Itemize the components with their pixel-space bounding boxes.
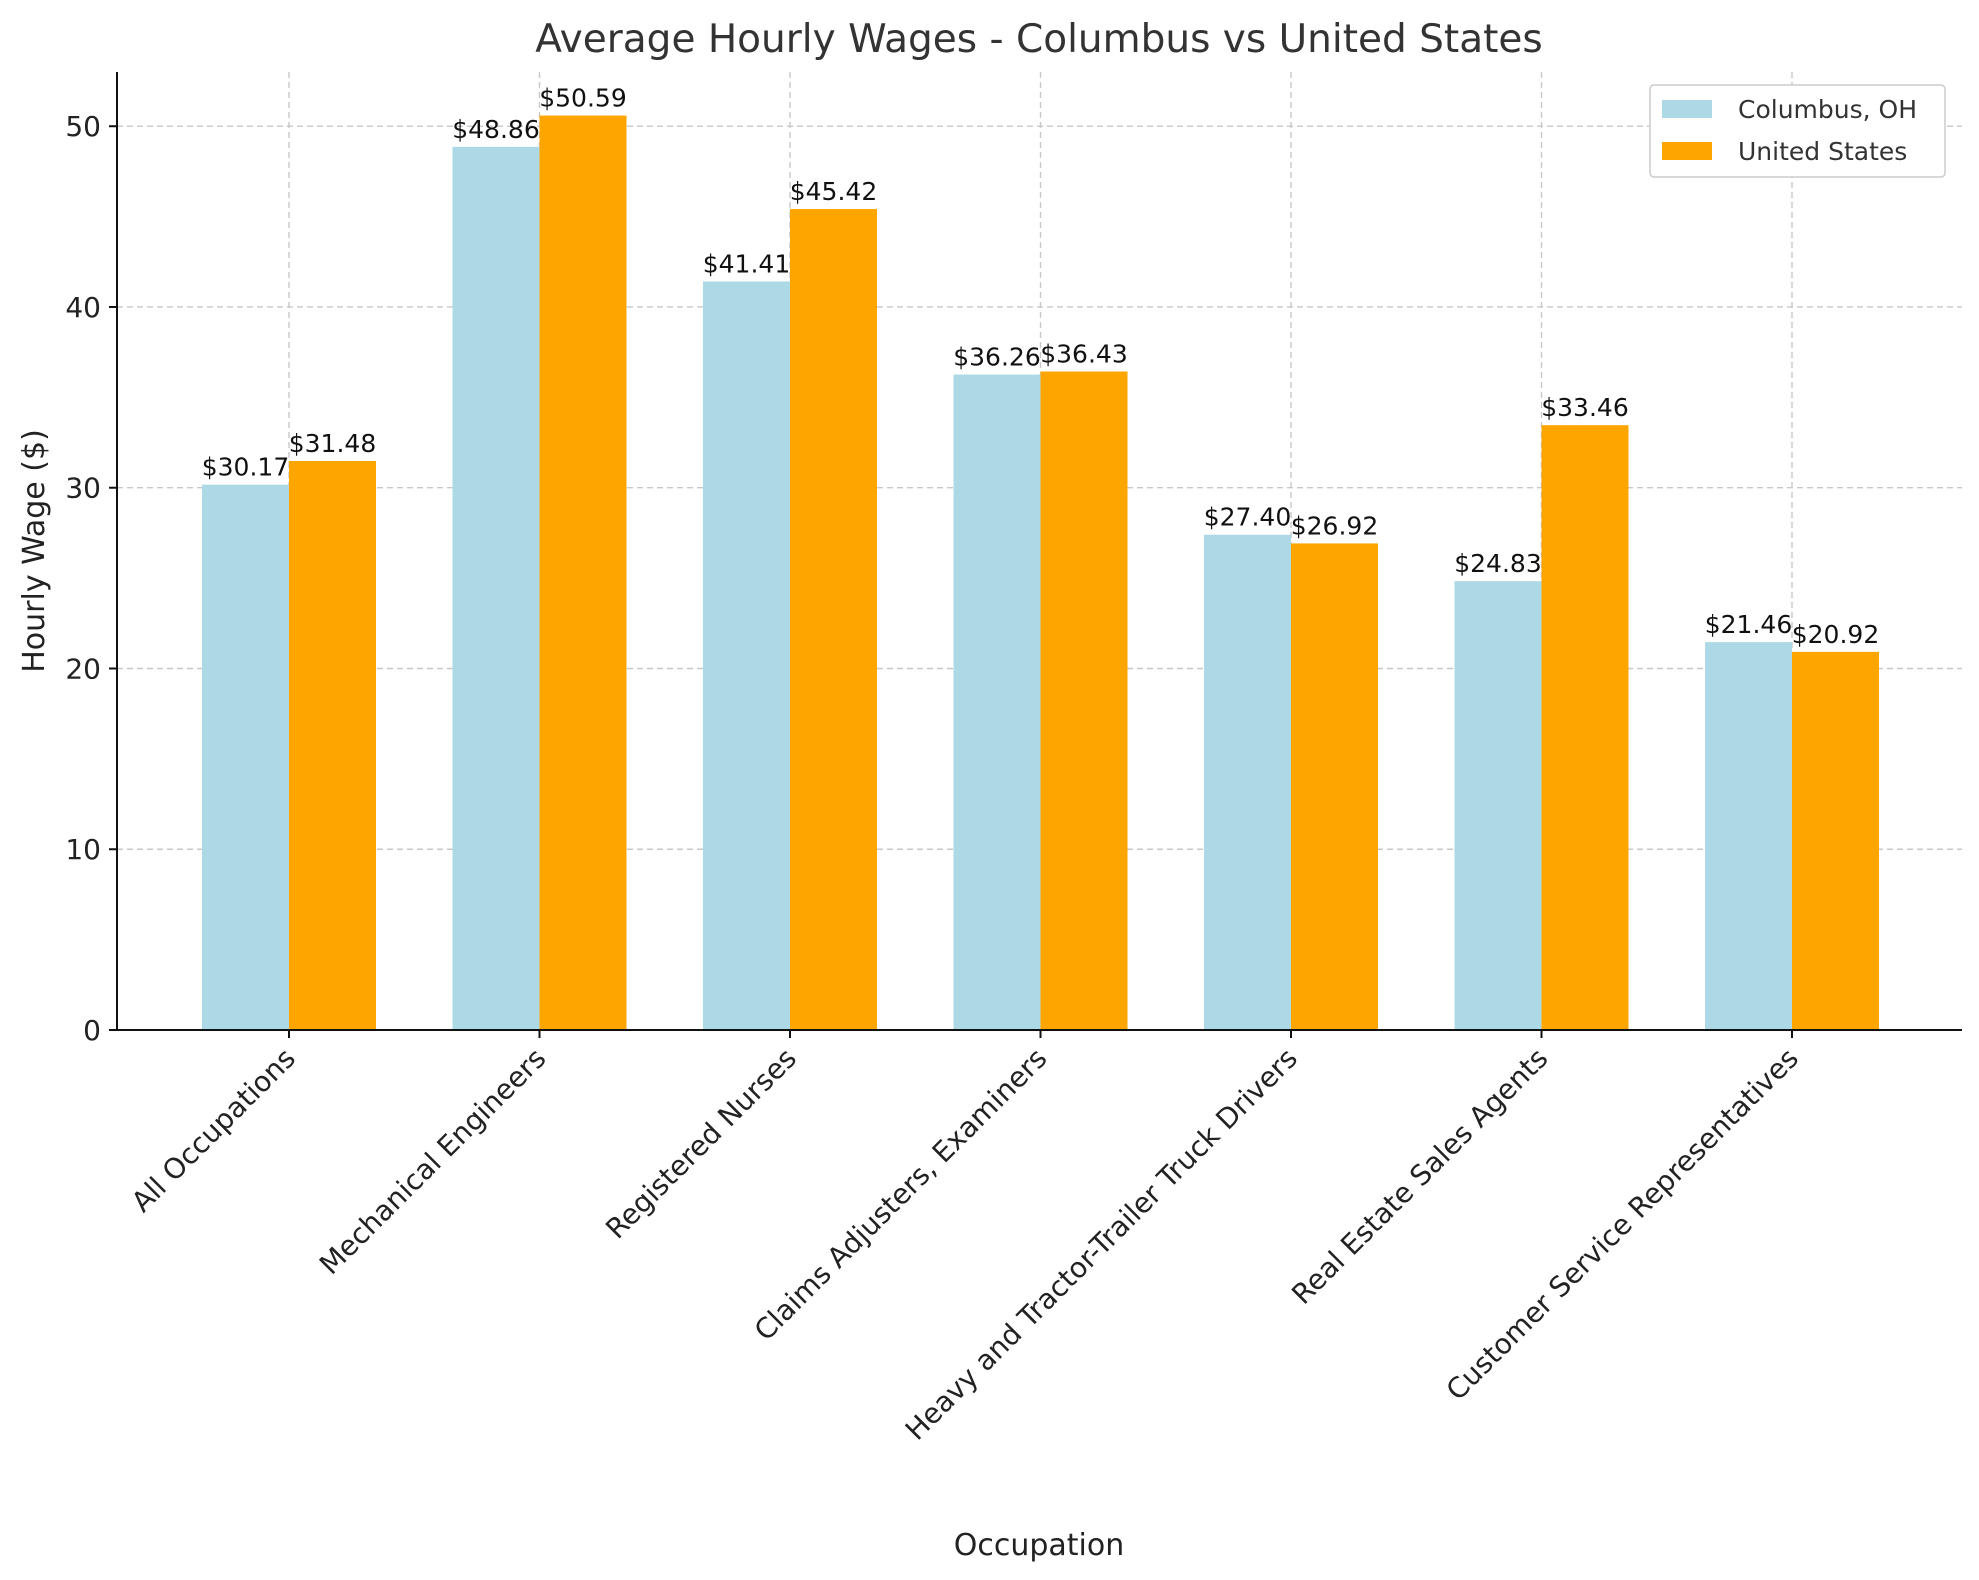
bar-united-states	[790, 209, 877, 1030]
value-label-united-states: $36.43	[1040, 340, 1127, 369]
value-label-columbus: $41.41	[703, 249, 790, 278]
bar-united-states	[1040, 371, 1128, 1030]
bars	[202, 115, 1879, 1031]
bar-columbus	[1705, 642, 1792, 1030]
x-axis-label: Occupation	[954, 1528, 1125, 1563]
y-tick-label: 50	[65, 110, 101, 143]
value-label-united-states: $31.48	[289, 429, 376, 458]
legend-swatch-columbus	[1662, 100, 1712, 118]
x-ticks: All Occupations Mechanical Engineers Regis…	[125, 1030, 1805, 1447]
y-tick-label: 30	[65, 472, 101, 505]
y-axis-label: Hourly Wage ($)	[17, 429, 52, 673]
x-tick-label: Registered Nurses	[599, 1042, 803, 1246]
x-tick-label: All Occupations	[125, 1042, 302, 1219]
x-tick-label: Real Estate Sales Agents	[1285, 1042, 1554, 1311]
bar-columbus	[953, 374, 1041, 1031]
value-label-columbus: $21.46	[1705, 610, 1792, 639]
legend-label-columbus: Columbus, OH	[1738, 95, 1917, 124]
value-label-columbus: $48.86	[452, 115, 539, 144]
bar-columbus	[452, 146, 540, 1030]
bar-columbus	[202, 484, 289, 1030]
x-tick-label: Claims Adjusters, Examiners	[748, 1042, 1054, 1348]
y-tick-label: 20	[65, 652, 101, 685]
chart-title: Average Hourly Wages - Columbus vs Unite…	[535, 17, 1542, 62]
bar-united-states	[289, 460, 376, 1031]
legend-label-united-states: United States	[1738, 137, 1907, 166]
x-tick-label: Heavy and Tractor-Trailer Truck Drivers	[899, 1042, 1304, 1447]
bar-columbus	[703, 281, 790, 1030]
value-label-united-states: $50.59	[539, 84, 626, 113]
legend: Columbus, OH United States	[1649, 84, 1946, 178]
bar-united-states	[1291, 543, 1378, 1030]
value-label-columbus: $30.17	[202, 453, 289, 482]
y-tick-label: 40	[65, 291, 101, 324]
bar-united-states	[539, 115, 627, 1030]
bar-united-states	[1541, 425, 1629, 1030]
bar-columbus	[1204, 534, 1291, 1030]
value-label-columbus: $24.83	[1454, 549, 1541, 578]
legend-swatch-united-states	[1662, 142, 1712, 160]
value-label-united-states: $26.92	[1291, 511, 1378, 540]
value-label-united-states: $33.46	[1541, 393, 1628, 422]
y-ticks: 0 10 20 30 40 50	[65, 110, 117, 1047]
value-label-united-states: $20.92	[1792, 620, 1879, 649]
value-label-columbus: $36.26	[953, 343, 1040, 372]
bar-columbus	[1454, 581, 1542, 1030]
value-labels: $30.17$31.48 $48.86$50.59 $41.41 $45.42 $36.…	[202, 84, 1879, 649]
x-tick-label: Mechanical Engineers	[313, 1042, 553, 1282]
y-tick-label: 0	[83, 1014, 101, 1047]
value-label-united-states: $45.42	[790, 177, 877, 206]
bar-united-states	[1792, 651, 1879, 1030]
value-label-columbus: $27.40	[1204, 503, 1291, 532]
legend-frame	[1649, 84, 1946, 178]
y-tick-label: 10	[65, 833, 101, 866]
